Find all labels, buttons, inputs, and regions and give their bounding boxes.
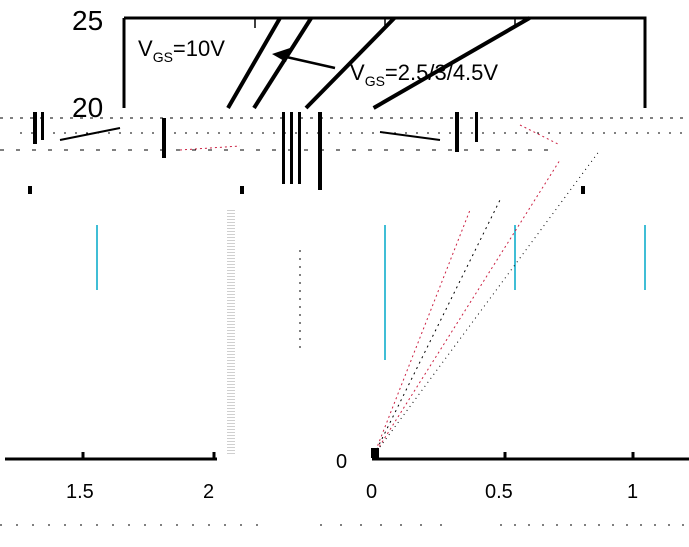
series-lines — [226, 16, 531, 110]
annotation-arrow-head — [272, 48, 290, 62]
x-tick-label-2: 2 — [203, 481, 214, 503]
x-tick-label-0: 0 — [366, 481, 377, 503]
series-line-3 — [304, 16, 396, 110]
annotation-arrow-line — [281, 54, 336, 70]
x-tick-label-0.5: 0.5 — [485, 481, 513, 503]
x-tick-label-1: 1 — [627, 481, 638, 503]
annotation-vgs-multi: VGS=2.5/3/4.5V — [350, 60, 498, 89]
artifact-band — [0, 112, 689, 194]
y-tick-label-20: 20 — [72, 92, 103, 123]
x-tick-label-1.5: 1.5 — [66, 481, 94, 503]
series-line-2 — [252, 16, 313, 110]
lower-curves — [371, 149, 601, 458]
plot-frame — [122, 16, 647, 108]
series-line-1 — [226, 16, 282, 110]
y-tick-label-0: 0 — [336, 451, 347, 473]
annotation-vgs-10v: VGS=10V — [138, 36, 225, 65]
y-tick-label-25: 25 — [72, 5, 103, 36]
grid-remnants — [96, 210, 646, 455]
series-line-4 — [372, 16, 531, 110]
